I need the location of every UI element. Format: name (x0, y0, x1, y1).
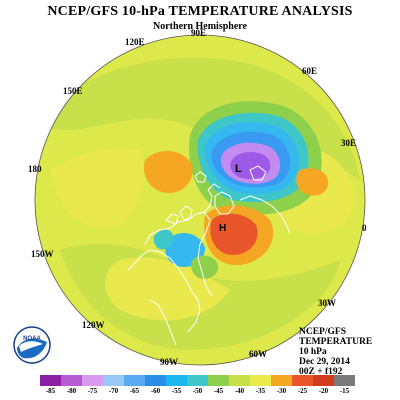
band-purple-core (230, 152, 271, 180)
info-model: NCEP/GFS (299, 327, 346, 337)
legend-tick-label: -65 (129, 387, 140, 395)
legend-swatch (40, 375, 61, 386)
noaa-logo-text: NOAA (23, 336, 41, 342)
legend-ticks: -85 -80 -75 -70 -65 -60 -55 -50 -45 -40 -35 -30 -25 -… (40, 387, 355, 397)
lon-label-30e: 30E (341, 138, 357, 148)
legend-swatch (334, 375, 355, 386)
info-level: 10 hPa (299, 347, 327, 357)
info-date: Dec 29, 2014 (299, 357, 350, 367)
legend-tick-label: -35 (255, 387, 266, 395)
legend-swatch (313, 375, 334, 386)
legend-tick-label: -45 (213, 387, 224, 395)
map-border (34, 34, 366, 366)
legend-tick-label: -40 (234, 387, 245, 395)
legend-swatch (187, 375, 208, 386)
legend-tick-label: -20 (318, 387, 329, 395)
legend-swatch (103, 375, 124, 386)
legend-swatch (124, 375, 145, 386)
forecast-info: NCEP/GFS TEMPERATURE 10 hPa Dec 29, 2014… (299, 327, 372, 377)
legend-tick-label: -85 (45, 387, 56, 395)
legend-swatch (61, 375, 82, 386)
legend-swatch (271, 375, 292, 386)
legend-swatch (166, 375, 187, 386)
info-forecast-hour: 00Z + f192 (299, 367, 343, 377)
color-legend (40, 375, 355, 386)
band-yellow-west (50, 148, 144, 228)
lon-label-30w: 30W (318, 298, 336, 308)
lon-label-90w: 90W (160, 357, 178, 367)
legend-swatch (229, 375, 250, 386)
legend-tick-label: -15 (339, 387, 350, 395)
lon-label-150e: 150E (63, 86, 83, 96)
lon-label-120e: 120E (125, 37, 145, 47)
legend-tick-label: -80 (66, 387, 77, 395)
legend-swatch (145, 375, 166, 386)
legend-swatch (250, 375, 271, 386)
info-variable: TEMPERATURE (299, 337, 373, 347)
legend-tick-label: -30 (276, 387, 287, 395)
band-orange-west (144, 150, 193, 194)
band-red-high (210, 213, 258, 255)
legend-tick-label: -70 (108, 387, 119, 395)
lon-label-60e: 60E (302, 66, 318, 76)
lon-label-90e: 90E (191, 28, 207, 38)
band-orange-east (296, 168, 329, 196)
legend-swatch (208, 375, 229, 386)
noaa-logo: NOAA (13, 326, 51, 364)
legend-swatch (292, 375, 313, 386)
legend-tick-label: -25 (297, 387, 308, 395)
band-green-south (191, 255, 219, 279)
map-title: NCEP/GFS 10-hPa TEMPERATURE ANALYSIS (47, 4, 353, 19)
band-teal-low2 (153, 229, 174, 250)
lon-label-180: 180 (28, 164, 42, 174)
lon-label-150w: 150W (31, 249, 54, 259)
legend-tick-label: -75 (87, 387, 98, 395)
legend-tick-label: -50 (192, 387, 203, 395)
lon-label-120w: 120W (82, 320, 105, 330)
legend-tick-label: -55 (171, 387, 182, 395)
legend-tick-label: -60 (150, 387, 161, 395)
map-subtitle: Northern Hemisphere (153, 21, 247, 32)
low-marker: L (235, 163, 242, 175)
coastlines (127, 165, 291, 346)
lon-label-60w: 60W (249, 349, 267, 359)
high-marker: H (219, 223, 226, 234)
legend-swatch (82, 375, 103, 386)
lon-label-0: 0 (362, 223, 367, 233)
